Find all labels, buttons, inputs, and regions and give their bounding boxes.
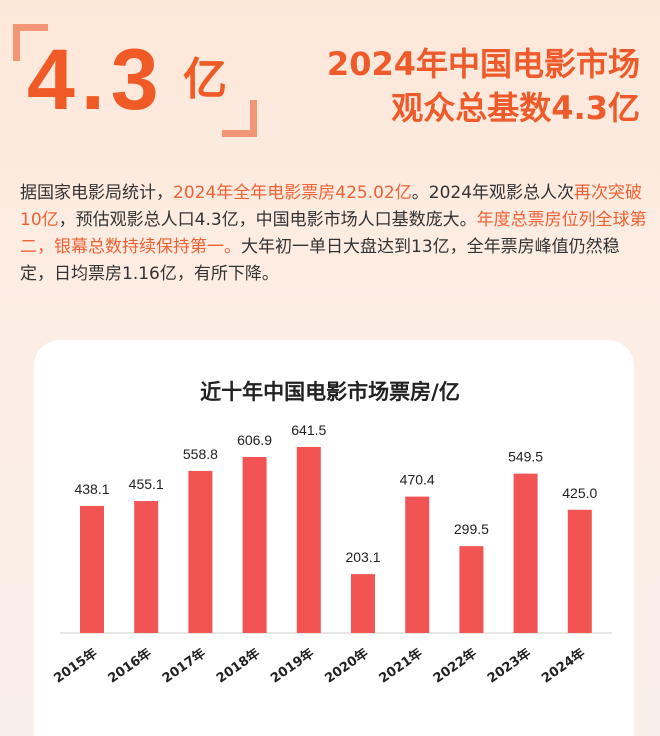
headline: 2024年中国电影市场 观众总基数4.3亿 [327, 42, 640, 130]
x-tick-label: 2016年 [105, 645, 154, 686]
bar-value-label: 470.4 [400, 472, 435, 488]
bar-2017年 [188, 470, 213, 633]
intro-paragraph: 据国家电影局统计，2024年全年电影票房425.02亿。2024年观影总人次再次… [20, 180, 648, 288]
chart-title: 近十年中国电影市场票房/亿 [200, 380, 460, 404]
bar-2019年 [296, 446, 321, 633]
x-tick-label: 2015年 [51, 645, 100, 686]
paragraph-highlight: 2024年全年电影票房425.02亿 [173, 183, 412, 203]
corner-bracket-bottom-right [222, 100, 257, 137]
headline-line-1: 2024年中国电影市场 [326, 45, 640, 83]
paragraph-highlight: 再次突破10亿 [20, 183, 643, 230]
bar-value-label: 438.1 [74, 481, 109, 497]
bar-2021年 [405, 496, 430, 633]
paragraph-highlight: 年度总票房位列全球第二，银幕总数持续保持第一。 [20, 210, 647, 257]
bar-2015年 [80, 505, 104, 633]
bar-2016年 [134, 501, 159, 633]
bar-2022年 [459, 546, 484, 633]
bar-2023年 [513, 473, 538, 633]
x-tick-label: 2018年 [213, 645, 262, 686]
paragraph-text: 。2024年观影总人次 [411, 183, 575, 203]
headline-line-2: 观众总基数4.3亿 [391, 89, 640, 127]
x-tick-label: 2019年 [268, 645, 317, 686]
bar-value-label: 641.5 [291, 422, 326, 438]
paragraph-text: ，预估观影总人口4.3亿，中国电影市场人口基数庞大。 [58, 210, 477, 230]
bar-2018年 [242, 456, 267, 633]
x-tick-label: 2020年 [322, 645, 371, 686]
bar-value-label: 299.5 [454, 521, 489, 537]
bar-value-label: 203.1 [345, 549, 380, 565]
x-tick-label: 2017年 [159, 645, 208, 686]
paragraph-text: 大年初一单日大盘达到13亿，全年票房峰值仍然稳定，日均票房1.16亿，有所下降。 [20, 237, 620, 284]
x-tick-label: 2023年 [484, 645, 533, 686]
big-number-unit: 亿 [183, 54, 227, 105]
bar-2024年 [567, 509, 592, 633]
bar-value-label: 425.0 [562, 485, 597, 501]
bar-value-label: 455.1 [129, 476, 164, 492]
paragraph-text: 据国家电影局统计， [20, 183, 173, 203]
big-number: 4.3 [27, 32, 165, 128]
bar-value-label: 549.5 [508, 449, 543, 465]
corner-bracket-top-left [13, 24, 48, 61]
bar-value-label: 606.9 [237, 432, 272, 448]
bar-value-label: 558.8 [183, 446, 218, 462]
x-tick-label: 2024年 [539, 645, 588, 686]
bar-2020年 [351, 574, 375, 633]
hero-banner: 4.3 亿 2024年中国电影市场 观众总基数4.3亿 [0, 0, 660, 160]
x-tick-label: 2022年 [430, 645, 479, 686]
x-tick-label: 2021年 [376, 645, 425, 686]
